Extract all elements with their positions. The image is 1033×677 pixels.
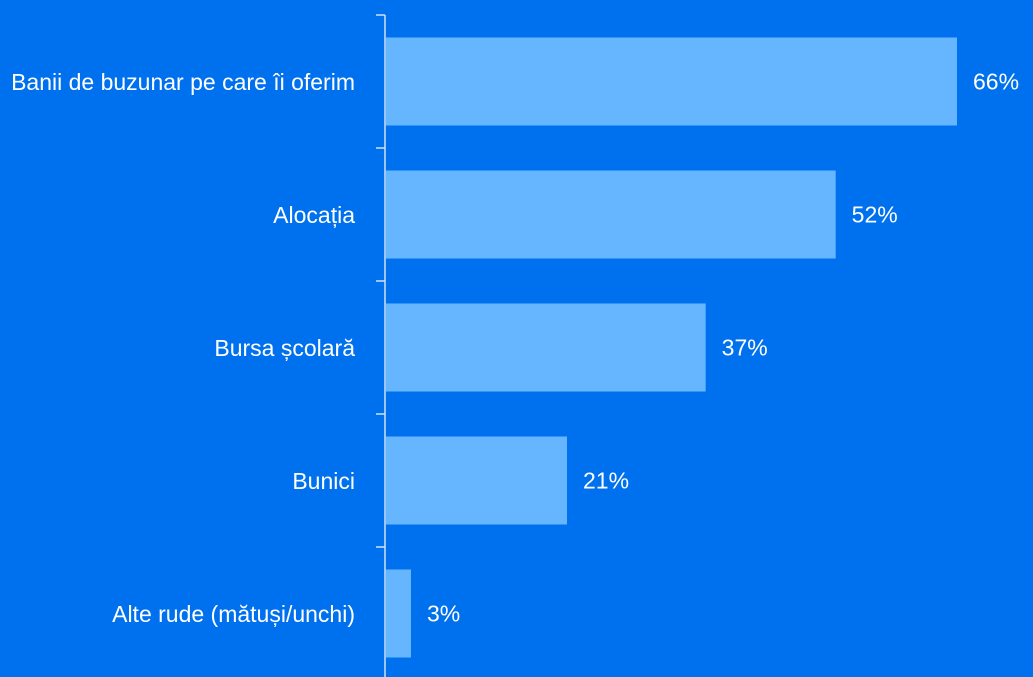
bar <box>386 170 836 259</box>
category-text: Bursa școlară <box>214 334 355 361</box>
bar <box>386 436 567 525</box>
category-text: Alte rude (mătuși/unchi) <box>112 600 355 627</box>
category-label: Banii de buzunar pe care îi oferim <box>5 32 355 132</box>
category-label: Bunici <box>5 431 355 531</box>
bar <box>386 37 957 126</box>
bar <box>386 569 411 658</box>
category-label: Bursa școlară <box>5 298 355 398</box>
data-label: 66% <box>973 69 1019 95</box>
data-label: 21% <box>583 468 629 494</box>
category-text: Banii de buzunar pe care îi oferim <box>11 68 355 95</box>
data-label: 37% <box>722 335 768 361</box>
category-label: Alte rude (mătuși/unchi) <box>5 564 355 664</box>
category-label: Alocația <box>5 165 355 265</box>
data-label: 52% <box>852 202 898 228</box>
category-text: Bunici <box>292 467 355 494</box>
data-label: 3% <box>427 601 460 627</box>
bar <box>386 303 706 392</box>
category-text: Alocația <box>273 201 355 228</box>
